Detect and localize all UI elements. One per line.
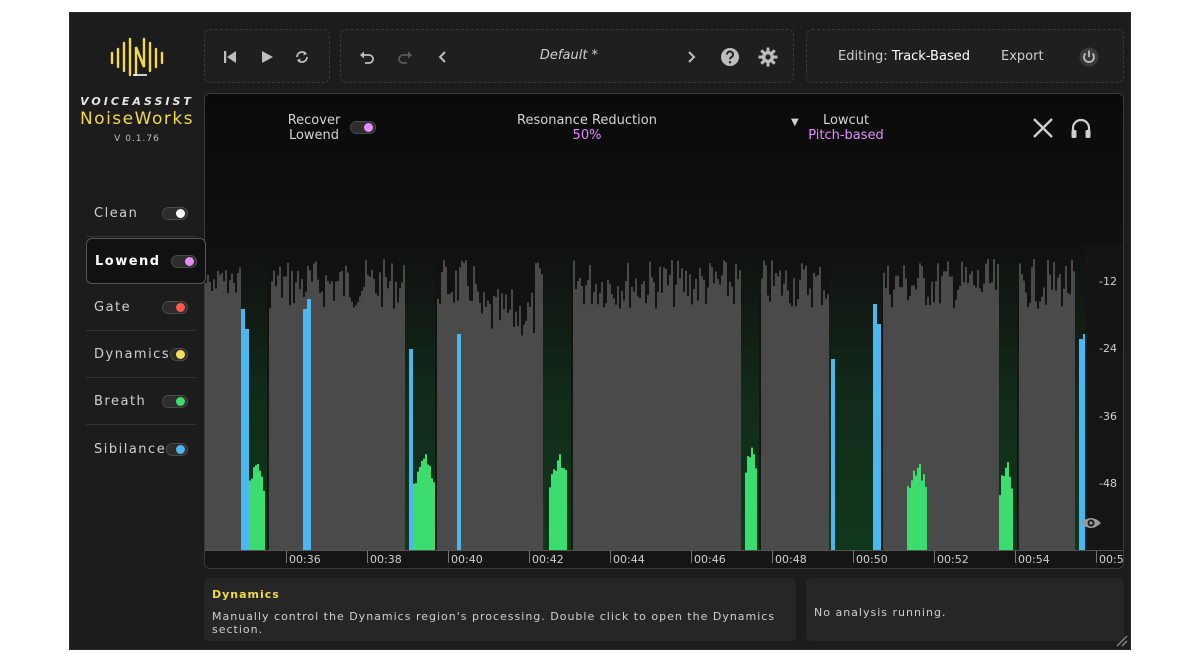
waveform-graph[interactable] [205, 94, 1124, 569]
preset-panel: Default * [340, 29, 794, 83]
dynamics-toggle[interactable] [170, 348, 188, 361]
skip-back-icon [224, 51, 236, 63]
power-icon [1079, 47, 1099, 67]
play-button[interactable] [257, 47, 277, 67]
sidebar-item-label: Clean [94, 206, 139, 221]
brand-company: VOICEASSIST [80, 95, 194, 108]
redo-icon [398, 51, 412, 64]
resonance-value: 50% [572, 128, 602, 143]
next-preset-button[interactable] [681, 47, 701, 67]
time-tick: 00:52 [934, 551, 969, 566]
time-tick: 00:48 [772, 551, 807, 566]
breath-toggle[interactable] [162, 395, 188, 408]
help-button[interactable] [720, 47, 740, 67]
timeline-ruler[interactable]: 00:36 00:38 00:40 00:42 00:44 00:46 00:4… [205, 550, 1123, 568]
gear-icon [758, 47, 778, 67]
skip-back-button[interactable] [220, 47, 240, 67]
waveform-panel[interactable]: Recover Lowend Resonance Reduction 50% ▼… [204, 93, 1124, 569]
lowcut-value: Pitch-based [808, 128, 884, 143]
sidebar-item-sibilance[interactable]: Sibilance [86, 426, 196, 472]
lowcut-label: ▼ Lowcut [791, 113, 870, 128]
time-tick: 00:38 [367, 551, 402, 566]
lowend-toggle[interactable] [171, 254, 197, 268]
settings-button[interactable] [758, 47, 778, 67]
sidebar-item-gate[interactable]: Gate [86, 285, 196, 331]
sidebar-item-clean[interactable]: Clean [86, 191, 196, 237]
resonance-reduction-control[interactable]: Resonance Reduction 50% [507, 113, 667, 143]
preset-name[interactable]: Default * [539, 48, 599, 63]
editing-value: Track-Based [891, 49, 970, 64]
sidebar-item-lowend[interactable]: Lowend [86, 238, 206, 284]
editing-label: Editing: [838, 49, 888, 64]
analysis-status: No analysis running. [814, 606, 947, 619]
resonance-label: Resonance Reduction [517, 113, 657, 128]
chevron-right-icon [688, 51, 696, 63]
db-label: -24 [1099, 342, 1117, 355]
undo-button[interactable] [357, 47, 377, 67]
time-tick: 00:46 [691, 551, 726, 566]
sibilance-bars [241, 299, 1087, 550]
info-title: Dynamics [212, 588, 280, 601]
time-tick: 00:50 [853, 551, 888, 566]
sidebar-item-label: Breath [94, 394, 147, 409]
editing-mode[interactable]: Editing: Track-Based [838, 49, 970, 64]
time-tick: 00:42 [529, 551, 564, 566]
previous-preset-button[interactable] [433, 47, 453, 67]
power-button[interactable] [1079, 47, 1099, 67]
sidebar-item-label: Gate [94, 300, 132, 315]
export-button[interactable]: Export [1001, 49, 1044, 64]
db-label: -48 [1099, 477, 1117, 490]
dropdown-triangle-icon: ▼ [791, 117, 799, 128]
sidebar-item-breath[interactable]: Breath [86, 379, 196, 425]
time-tick: 00:54 [1015, 551, 1050, 566]
time-tick: 00:56 [1096, 551, 1123, 566]
redo-button[interactable] [395, 47, 415, 67]
logo-area: VOICEASSIST NoiseWorks V 0.1.76 [70, 13, 204, 173]
noiseworks-window: VOICEASSIST NoiseWorks V 0.1.76 Clean Lo… [69, 12, 1131, 650]
clean-toggle[interactable] [162, 207, 188, 220]
sidebar-item-label: Sibilance [94, 441, 167, 457]
play-icon [262, 51, 273, 63]
waveform-bars [205, 259, 1075, 550]
time-tick: 00:36 [286, 551, 321, 566]
loop-button[interactable] [292, 47, 312, 67]
time-tick: 00:44 [610, 551, 645, 566]
chevron-left-icon [438, 51, 446, 63]
sibilance-toggle[interactable] [166, 442, 188, 456]
db-label: -12 [1099, 275, 1117, 288]
brand-version: V 0.1.76 [114, 134, 160, 144]
mode-panel: Editing: Track-Based Export [806, 29, 1124, 83]
resize-grip-icon[interactable] [1114, 633, 1128, 647]
sidebar-item-dynamics[interactable]: Dynamics [86, 332, 196, 378]
recover-lowend-toggle[interactable] [350, 121, 376, 134]
sidebar-item-label: Dynamics [94, 347, 171, 362]
recover-lowend-label: Recover Lowend [287, 113, 341, 143]
info-text: Manually control the Dynamics region's p… [212, 610, 776, 636]
loop-icon [296, 51, 308, 63]
lowcut-control[interactable]: ▼ Lowcut Pitch-based [791, 113, 901, 143]
gate-toggle[interactable] [162, 301, 188, 314]
help-icon [721, 48, 739, 66]
logo-icon [110, 37, 164, 77]
brand-product: NoiseWorks [79, 109, 195, 129]
db-label: -36 [1099, 410, 1117, 423]
time-tick: 00:40 [448, 551, 483, 566]
transport-panel [204, 29, 330, 83]
status-panel: No analysis running. [806, 578, 1124, 641]
undo-icon [360, 51, 374, 64]
headphones-icon[interactable] [1069, 116, 1093, 140]
eye-icon[interactable] [1080, 515, 1102, 531]
close-icon[interactable] [1031, 116, 1055, 140]
breath-bars [249, 447, 1013, 550]
info-panel: Dynamics Manually control the Dynamics r… [204, 578, 796, 641]
sidebar-item-label: Lowend [95, 253, 161, 269]
